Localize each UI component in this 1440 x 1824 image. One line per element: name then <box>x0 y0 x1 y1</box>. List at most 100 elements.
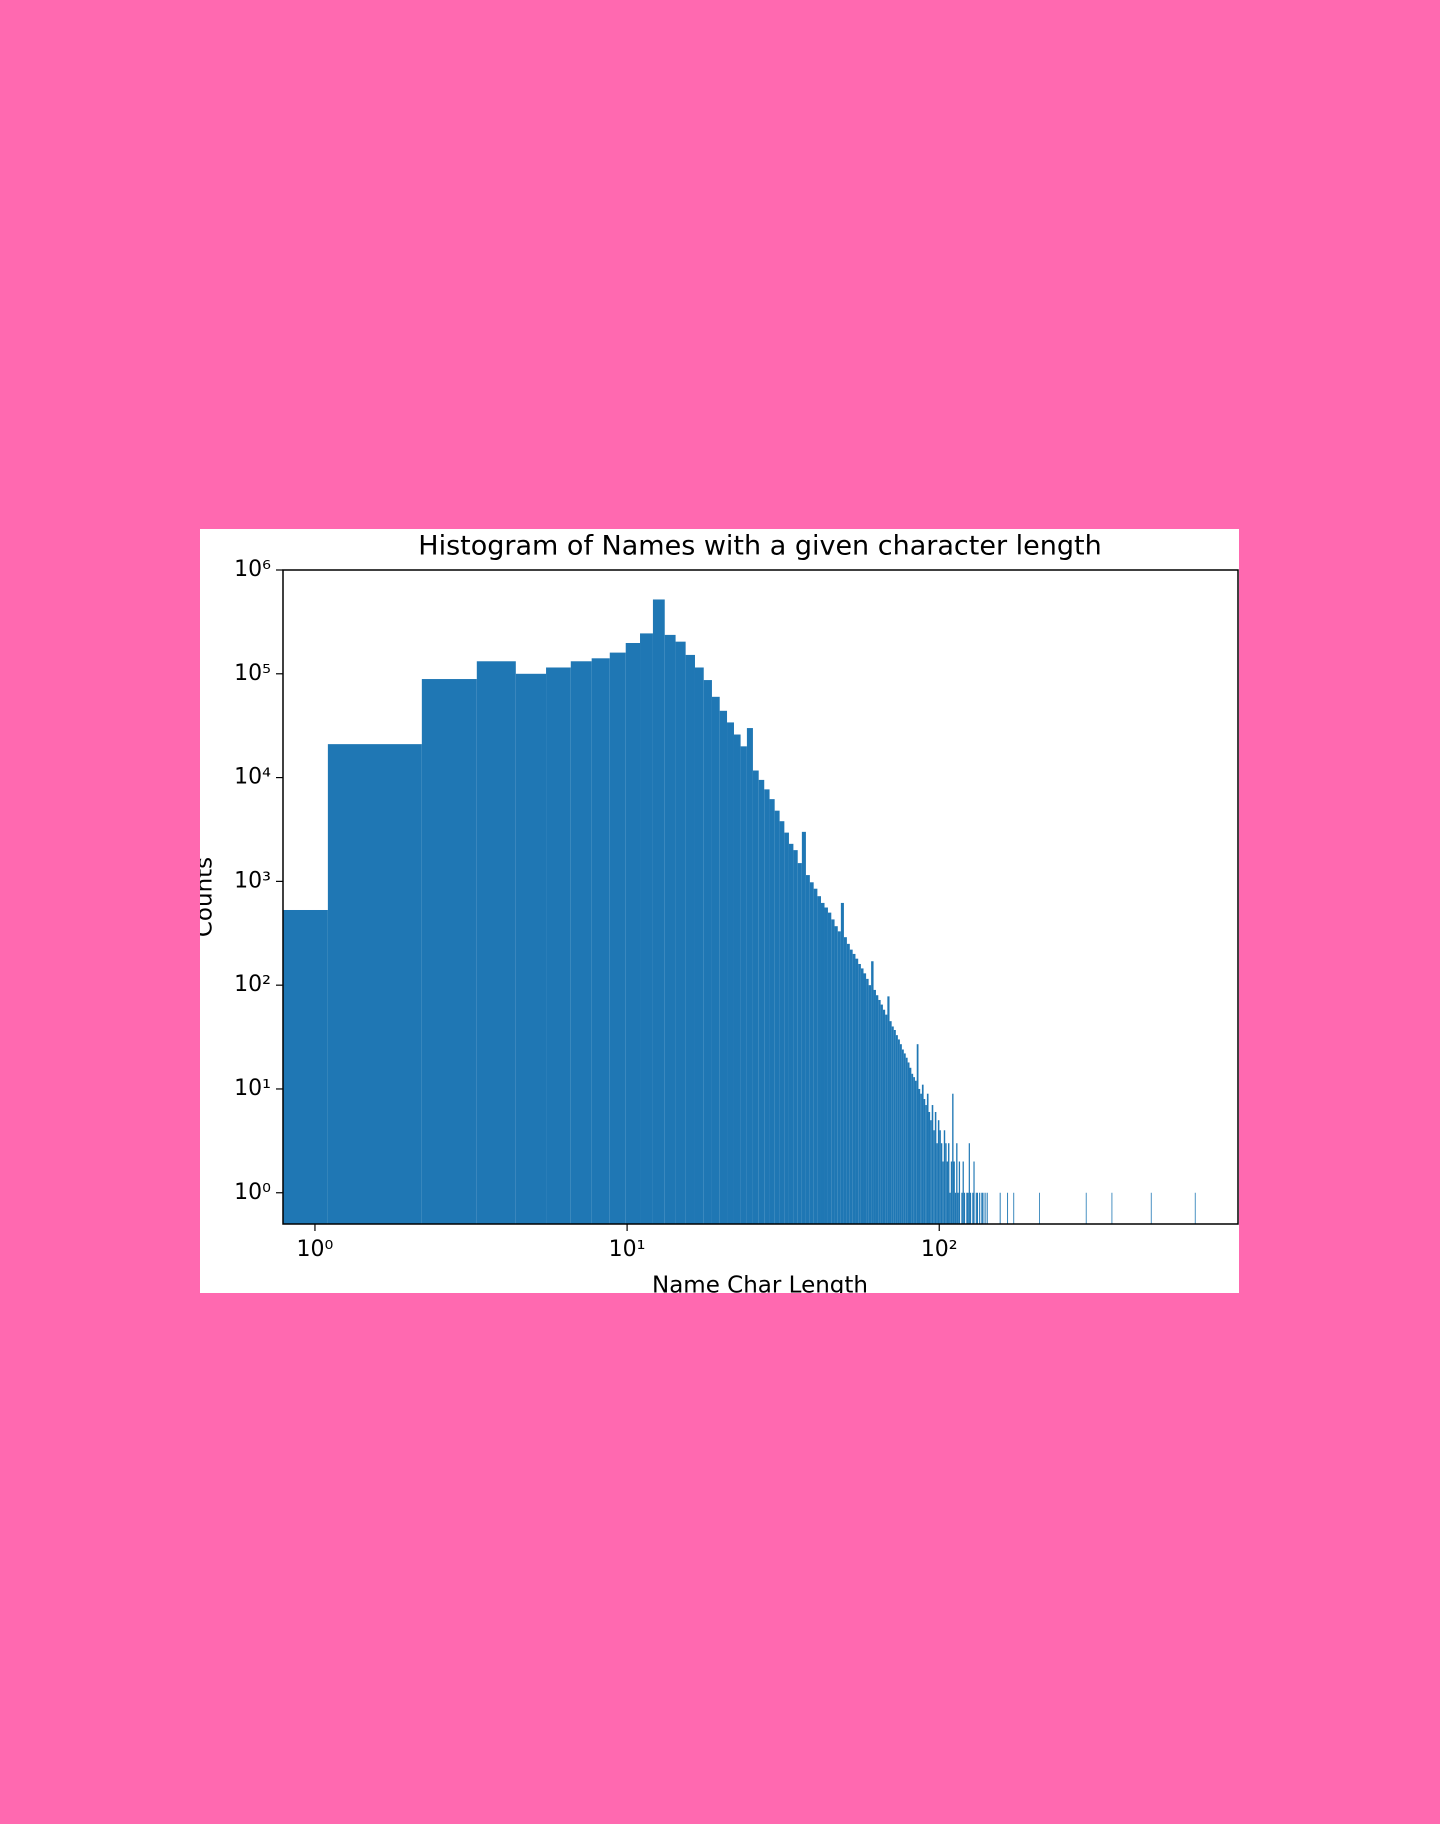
histogram-bar <box>958 1161 961 1224</box>
histogram-bar <box>834 926 838 1224</box>
y-tick-label: 10³ <box>234 868 271 893</box>
histogram-bar <box>934 1111 937 1224</box>
y-tick-label: 10¹ <box>234 1076 271 1101</box>
histogram-bar <box>953 1161 955 1224</box>
histogram-bar <box>928 1111 931 1224</box>
histogram-bar <box>972 1192 974 1224</box>
histogram-bar <box>609 652 626 1224</box>
histogram-bar <box>916 1044 919 1224</box>
histogram-bar <box>918 1088 921 1224</box>
histogram-bar <box>895 1035 898 1224</box>
histogram-bar <box>784 832 789 1224</box>
y-tick-label: 10⁵ <box>234 661 271 686</box>
histogram-bar <box>948 1143 950 1224</box>
histogram-bar <box>640 633 653 1224</box>
histogram-bar <box>837 931 841 1224</box>
histogram-bar <box>863 973 867 1224</box>
histogram-bar <box>1150 1192 1152 1224</box>
histogram-bar <box>855 958 859 1224</box>
histogram-bar <box>969 1192 972 1224</box>
histogram-bar <box>950 1161 953 1224</box>
histogram-bar <box>694 667 704 1224</box>
histogram-bar <box>952 1093 954 1224</box>
chart: Histogram of Names with a given characte… <box>192 531 1239 1299</box>
histogram-bar <box>860 968 864 1224</box>
histogram-bar <box>719 710 728 1224</box>
histogram-bar <box>939 1130 941 1224</box>
histogram-bar <box>946 1161 949 1224</box>
histogram-bar <box>817 896 821 1224</box>
histogram-bar <box>675 641 686 1224</box>
histogram-bar <box>930 1120 932 1224</box>
histogram-bar <box>849 949 853 1224</box>
histogram-bar <box>1007 1192 1009 1224</box>
histogram-bar <box>899 1044 902 1224</box>
histogram-bar <box>931 1105 934 1224</box>
histogram-bar <box>774 810 780 1224</box>
histogram-bar <box>936 1143 938 1224</box>
x-tick-label: 10² <box>921 1237 958 1262</box>
histogram-bar <box>880 1004 883 1224</box>
histogram-bar <box>957 1192 959 1224</box>
histogram-bar <box>871 961 874 1224</box>
histogram-bar <box>711 696 720 1224</box>
histogram-bar <box>740 746 747 1224</box>
histogram-bar <box>913 1077 915 1224</box>
histogram-bar <box>1039 1192 1040 1224</box>
histogram-bar <box>905 1057 908 1224</box>
histogram-bar <box>846 943 850 1224</box>
histogram-bar <box>813 888 818 1224</box>
histogram-bar <box>827 912 832 1224</box>
histogram-bar <box>875 995 879 1224</box>
histogram-bar <box>963 1192 966 1224</box>
histogram-bar <box>327 744 422 1224</box>
histogram-bar <box>967 1192 969 1224</box>
histogram-bar <box>733 734 741 1224</box>
histogram-bar <box>746 728 753 1224</box>
histogram-bar <box>809 882 814 1224</box>
histogram-bar <box>940 1143 943 1224</box>
histogram-bar <box>703 680 712 1224</box>
histogram-bar <box>979 1192 981 1224</box>
histogram-bar <box>887 996 890 1224</box>
histogram-bar <box>421 679 477 1224</box>
y-tick-label: 10⁰ <box>234 1180 271 1205</box>
histogram-bar <box>973 1161 975 1224</box>
histogram-bar <box>897 1039 900 1224</box>
histogram-bar <box>882 1009 886 1224</box>
histogram-bar <box>788 843 794 1224</box>
histogram-bar <box>949 1192 951 1224</box>
histogram-bar <box>945 1143 947 1224</box>
histogram-bar <box>824 907 828 1224</box>
y-axis-label: Counts <box>192 857 218 937</box>
histogram-bar <box>283 909 328 1224</box>
chart-title: Histogram of Names with a given characte… <box>418 531 1101 562</box>
histogram-bar <box>758 779 765 1224</box>
histogram-bar <box>954 1192 957 1224</box>
x-tick-label: 10¹ <box>609 1237 646 1262</box>
histogram-bar <box>801 831 806 1224</box>
y-tick-label: 10² <box>234 972 271 997</box>
histogram-bar <box>921 1084 924 1224</box>
histogram-bar <box>625 643 641 1224</box>
plot-frame <box>282 569 1239 1225</box>
histogram-bar <box>885 1014 888 1224</box>
histogram-bar <box>976 1192 979 1224</box>
histogram-bar <box>961 1192 963 1224</box>
histogram-bar <box>962 1161 964 1224</box>
histogram-bar <box>727 722 734 1224</box>
histogram-bar <box>840 902 844 1224</box>
histogram-bar <box>685 654 695 1224</box>
histogram-bar <box>1013 1192 1015 1224</box>
histogram-bar <box>901 1049 904 1224</box>
histogram-bar <box>805 875 810 1224</box>
histogram-bar <box>966 1192 968 1224</box>
histogram-bar <box>752 770 759 1224</box>
histogram-bar <box>820 902 825 1224</box>
histogram-bar <box>868 985 872 1224</box>
histogram-bar <box>911 1073 914 1224</box>
x-axis-label: Name Char Length <box>652 1273 868 1299</box>
histogram-bar <box>981 1192 983 1224</box>
